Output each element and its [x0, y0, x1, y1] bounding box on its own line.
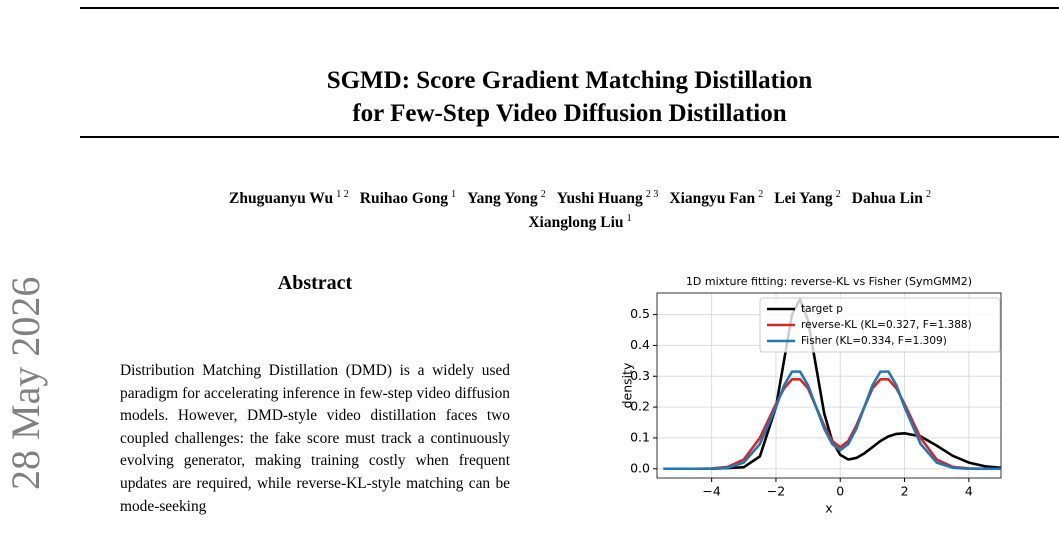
- x-tick-label: 0: [836, 484, 844, 499]
- author: Dahua Lin 2: [852, 185, 931, 209]
- author: Zhuguanyu Wu 1 2: [229, 185, 349, 209]
- affiliation: 1: [626, 213, 632, 225]
- bottom-rule: [80, 136, 1059, 138]
- legend-label: Fisher (KL=0.334, F=1.309): [801, 335, 947, 347]
- title-line: SGMD: Score Gradient Matching Distillati…: [326, 67, 813, 94]
- author-name: Xiangyu Fan: [669, 190, 756, 208]
- affiliation: 2: [540, 189, 546, 200]
- author-name: Dahua Lin: [851, 190, 923, 208]
- affiliation: 2: [925, 189, 931, 200]
- series-line: [663, 378, 1001, 471]
- top-rule: [80, 7, 1059, 9]
- y-tick-label: 0.1: [630, 429, 650, 444]
- author: Lei Yang 2: [774, 185, 841, 209]
- author: Ruihao Gong 1: [360, 185, 456, 209]
- author-name: Ruihao Gong: [359, 190, 449, 208]
- y-tick-label: 0.3: [630, 368, 650, 383]
- y-tick-label: 0.0: [630, 460, 650, 475]
- y-tick-label: 0.4: [630, 337, 650, 352]
- x-tick-label: 4: [965, 484, 973, 499]
- author: Xianglong Liu 1: [528, 209, 631, 233]
- y-tick-label: 0.5: [630, 306, 650, 321]
- author: Yang Yong 2: [467, 185, 546, 209]
- legend-label: target p: [801, 303, 843, 315]
- y-tick-label: 0.2: [630, 399, 650, 414]
- author-name: Yang Yong: [467, 190, 538, 208]
- affiliation: 2: [758, 189, 764, 200]
- author: Yushi Huang 2 3: [557, 185, 659, 209]
- affiliation: 2 3: [645, 189, 659, 200]
- y-axis-label: density: [620, 362, 635, 408]
- x-tick-label: −4: [702, 484, 720, 499]
- author-list: Zhuguanyu Wu 1 2 Ruihao Gong 1 Yang Yong 2…: [120, 185, 1040, 233]
- x-axis-label: x: [825, 501, 832, 516]
- chart-title: 1D mixture fitting: reverse-KL vs Fisher…: [686, 275, 972, 288]
- author-name: Zhuguanyu Wu: [229, 190, 334, 208]
- affiliation: 1 2: [336, 189, 349, 200]
- x-tick-label: 2: [901, 484, 909, 499]
- author: Xiangyu Fan 2: [669, 185, 763, 209]
- affiliation: 2: [835, 189, 841, 200]
- abstract-text: Distribution Matching Distillation (DMD)…: [120, 362, 510, 515]
- legend-label: reverse-KL (KL=0.327, F=1.388): [801, 319, 972, 331]
- author-name: Lei Yang: [774, 190, 833, 208]
- affiliation: 1: [451, 189, 457, 200]
- x-tick-label: −2: [767, 484, 785, 499]
- series-line: [663, 370, 1001, 471]
- author-name: Yushi Huang: [556, 190, 643, 208]
- axes-frame: [656, 292, 1002, 479]
- paper-title: SGMD: Score Gradient Matching Distillati…: [80, 64, 1059, 130]
- legend-box: [759, 297, 1001, 353]
- author-name: Xianglong Liu: [528, 214, 624, 232]
- abstract-heading: Abstract: [277, 272, 353, 294]
- title-line: for Few-Step Video Diffusion Distillatio…: [352, 100, 787, 127]
